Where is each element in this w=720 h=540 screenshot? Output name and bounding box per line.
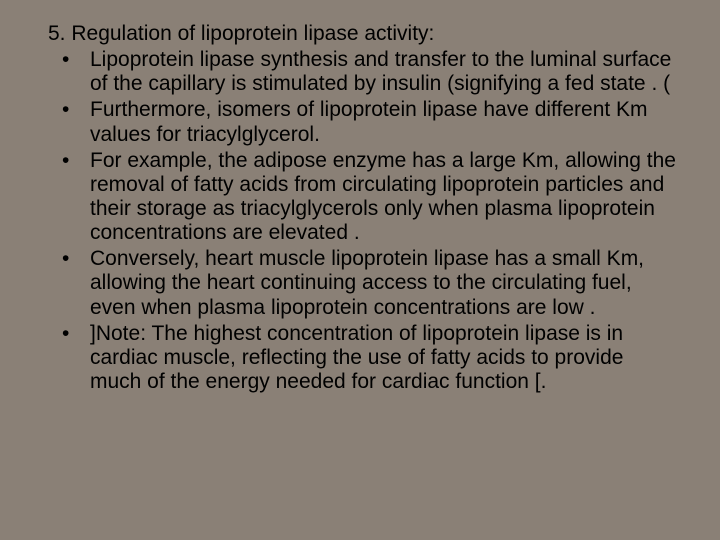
- bullet-list: Lipoprotein lipase synthesis and transfe…: [48, 48, 680, 394]
- list-item: Conversely, heart muscle lipoprotein lip…: [48, 247, 680, 319]
- list-item: Lipoprotein lipase synthesis and transfe…: [48, 48, 680, 96]
- slide: 5. Regulation of lipoprotein lipase acti…: [0, 0, 720, 540]
- list-item: ]Note: The highest concentration of lipo…: [48, 322, 680, 394]
- slide-title: 5. Regulation of lipoprotein lipase acti…: [48, 22, 680, 46]
- list-item: Furthermore, isomers of lipoprotein lipa…: [48, 98, 680, 146]
- list-item: For example, the adipose enzyme has a la…: [48, 149, 680, 246]
